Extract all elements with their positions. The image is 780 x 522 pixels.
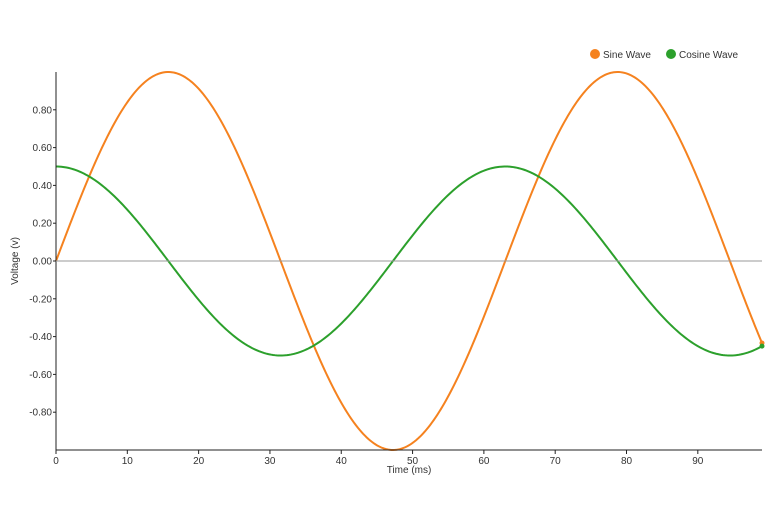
series-layer [55, 70, 765, 452]
axes [55, 72, 762, 451]
y-tick-label: -0.60 [29, 370, 52, 381]
x-tick-label: 70 [550, 456, 562, 467]
legend: Sine Wave Cosine Wave [590, 49, 739, 61]
y-tick-label: 0.40 [33, 181, 53, 192]
legend-label: Cosine Wave [679, 50, 739, 61]
x-axis-title: Time (ms) [387, 465, 432, 476]
x-ticks: 0 10 20 30 40 50 60 70 80 90 [53, 450, 704, 467]
series-line-sine [55, 70, 763, 452]
y-tick-label: -0.40 [29, 332, 52, 343]
x-tick-label: 90 [692, 456, 704, 467]
y-tick-label: -0.80 [29, 408, 52, 419]
y-axis-title: Voltage (v) [10, 237, 21, 285]
legend-swatch [666, 49, 676, 59]
x-tick-label: 80 [621, 456, 633, 467]
legend-item[interactable]: Cosine Wave [666, 49, 739, 61]
x-tick-label: 60 [478, 456, 490, 467]
y-tick-label: 0.60 [33, 143, 53, 154]
legend-label: Sine Wave [603, 50, 651, 61]
x-tick-label: 30 [264, 456, 276, 467]
legend-item[interactable]: Sine Wave [590, 49, 651, 61]
series-end-point [759, 343, 765, 349]
x-tick-label: 20 [193, 456, 205, 467]
y-tick-label: 0.20 [33, 219, 53, 230]
legend-swatch [590, 49, 600, 59]
y-tick-label: 0.80 [33, 105, 53, 116]
y-tick-label: -0.20 [29, 294, 52, 305]
series-line-cosine [55, 165, 763, 357]
x-tick-label: 40 [336, 456, 348, 467]
x-tick-label: 0 [53, 456, 59, 467]
x-tick-label: 10 [122, 456, 134, 467]
y-tick-label: 0.00 [33, 257, 53, 268]
y-ticks: 0.80 0.60 0.40 0.20 0.00 -0.20 -0.40 -0.60 -0.80 [29, 105, 56, 419]
x-tick-label: 50 [407, 456, 419, 467]
